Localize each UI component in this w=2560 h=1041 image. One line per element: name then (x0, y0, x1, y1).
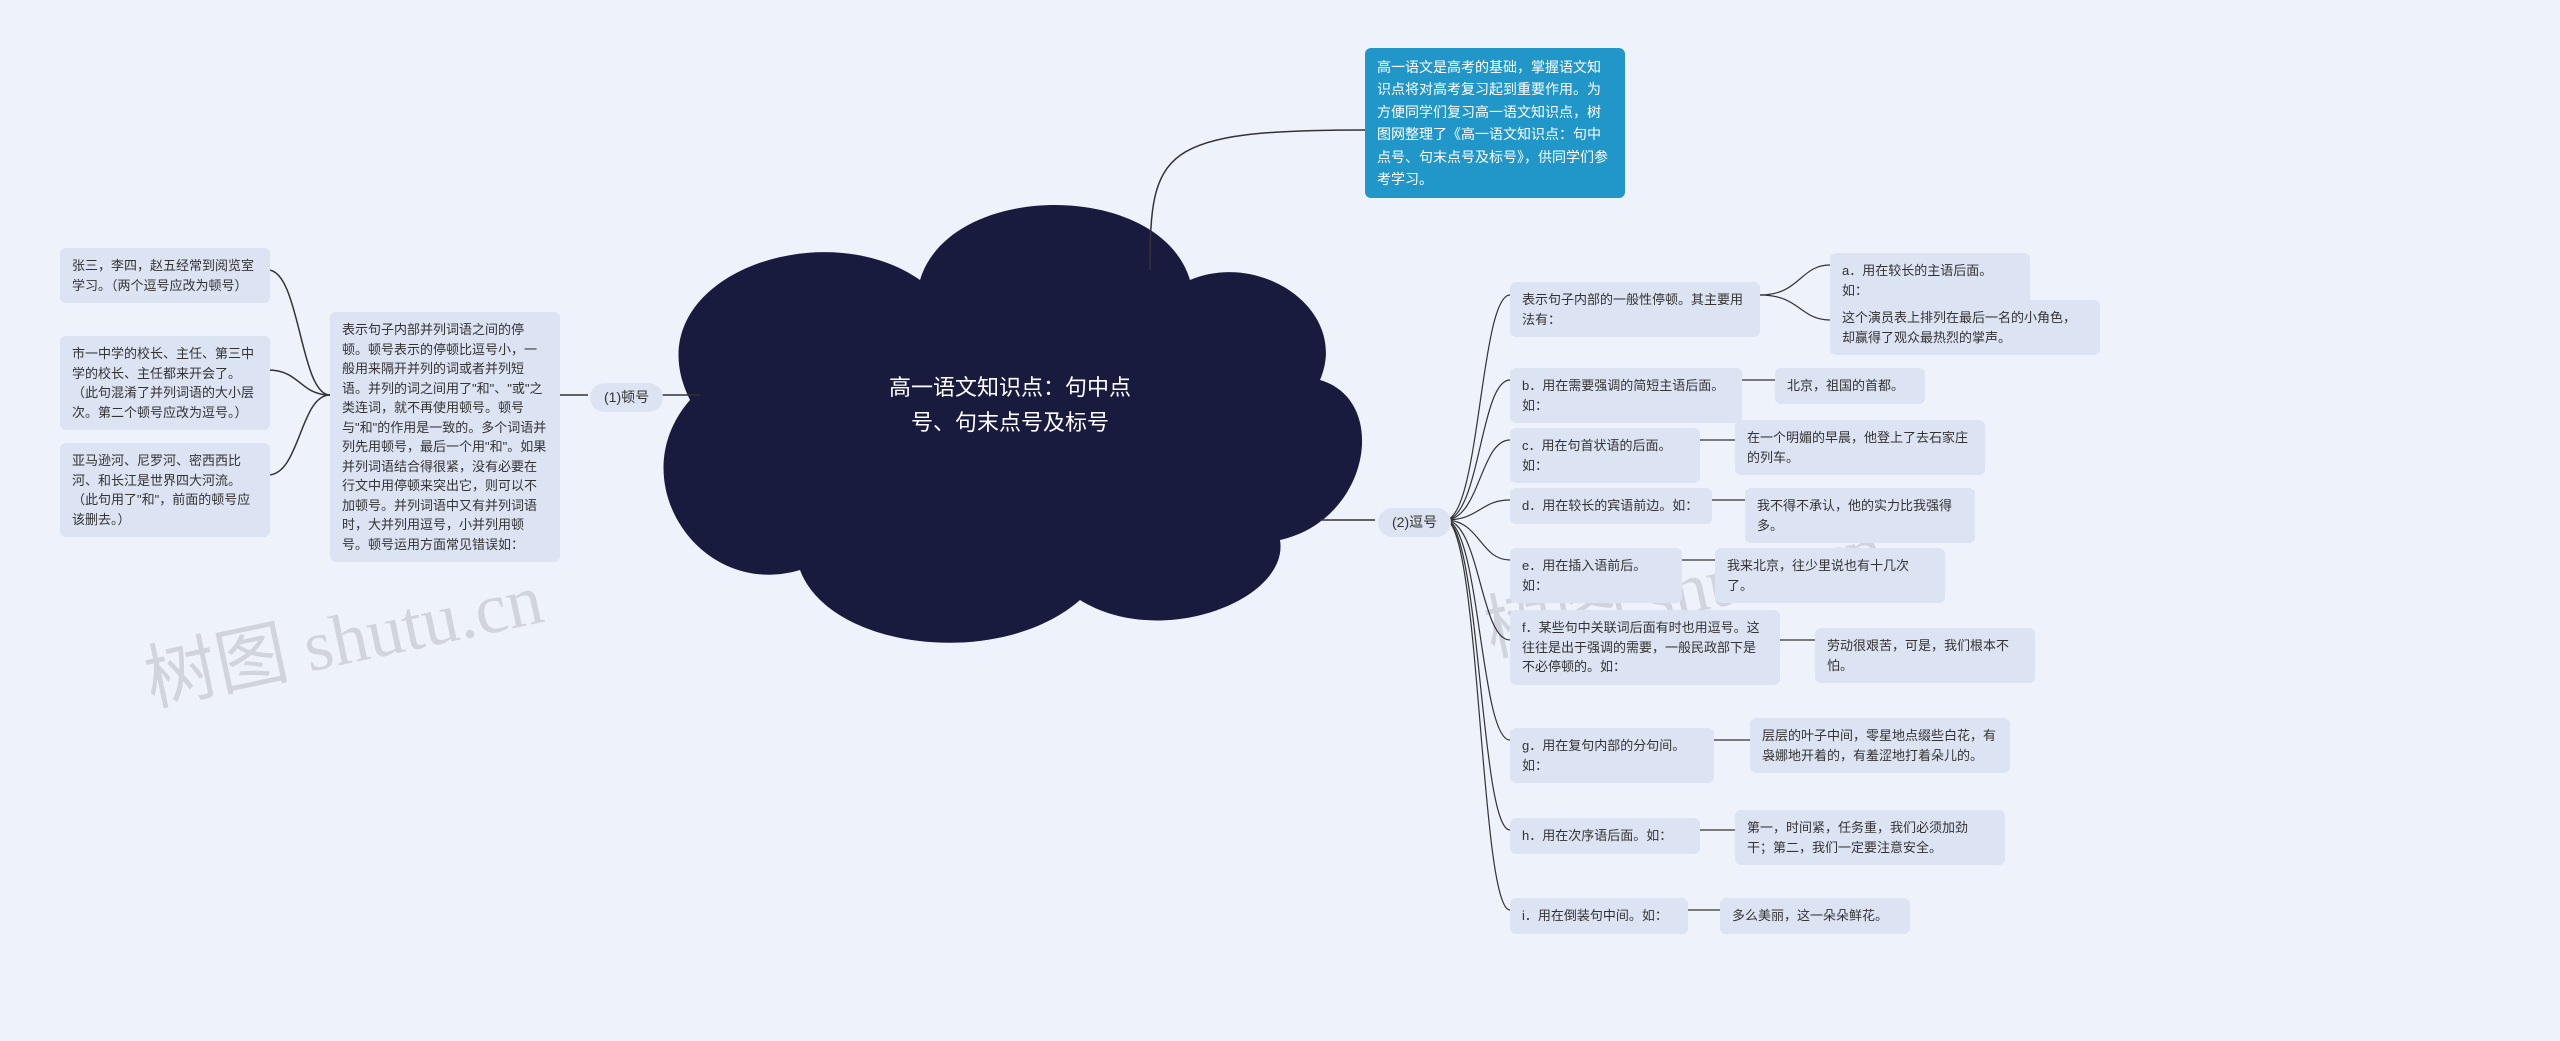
douhao-item-d-example: 我不得不承认，他的实力比我强得多。 (1745, 488, 1975, 543)
douhao-item-e-example: 我来北京，往少里说也有十几次了。 (1715, 548, 1945, 603)
douhao-item-i-example: 多么美丽，这一朵朵鲜花。 (1720, 898, 1910, 934)
douhao-item-d-label: d．用在较长的宾语前边。如： (1510, 488, 1712, 524)
douhao-item-c-label: c．用在句首状语的后面。如： (1510, 428, 1700, 483)
douhao-item-g-example: 层层的叶子中间，零星地点缀些白花，有袅娜地开着的，有羞涩地打着朵儿的。 (1750, 718, 2010, 773)
intro-box: 高一语文是高考的基础，掌握语文知识点将对高考复习起到重要作用。为方便同学们复习高… (1365, 48, 1625, 198)
douhao-item-e-label: e．用在插入语前后。如： (1510, 548, 1682, 603)
douhao-item-h-label: h．用在次序语后面。如： (1510, 818, 1700, 854)
dunhao-desc: 表示句子内部并列词语之间的停顿。顿号表示的停顿比逗号小，一般用来隔开并列的词或者… (330, 312, 560, 562)
douhao-item-h-example: 第一，时间紧，任务重，我们必须加劲干；第二，我们一定要注意安全。 (1735, 810, 2005, 865)
watermark: 树图 shutu.cn (133, 539, 550, 726)
center-title-line2: 号、句末点号及标号 (911, 410, 1109, 435)
center-title: 高一语文知识点：句中点 号、句末点号及标号 (860, 370, 1160, 440)
douhao-item-a-example: 这个演员表上排列在最后一名的小角色，却赢得了观众最热烈的掌声。 (1830, 300, 2100, 355)
dunhao-example-1: 张三，李四，赵五经常到阅览室学习。（两个逗号应改为顿号） (60, 248, 270, 303)
douhao-item-b-label: b．用在需要强调的简短主语后面。如： (1510, 368, 1742, 423)
douhao-item-f-label: f．某些句中关联词后面有时也用逗号。这往往是出于强调的需要，一般民政部下是不必停… (1510, 610, 1780, 685)
dunhao-example-3: 亚马逊河、尼罗河、密西西比河、和长江是世界四大河流。（此句用了"和"，前面的顿号… (60, 443, 270, 537)
branch-douhao[interactable]: (2)逗号 (1378, 508, 1451, 537)
douhao-item-c-example: 在一个明媚的早晨，他登上了去石家庄的列车。 (1735, 420, 1985, 475)
douhao-item-i-label: i．用在倒装句中间。如： (1510, 898, 1688, 934)
center-title-line1: 高一语文知识点：句中点 (889, 375, 1131, 400)
douhao-item-b-example: 北京，祖国的首都。 (1775, 368, 1925, 404)
douhao-item-f-example: 劳动很艰苦，可是，我们根本不怕。 (1815, 628, 2035, 683)
douhao-item-g-label: g．用在复句内部的分句间。如： (1510, 728, 1714, 783)
dunhao-example-2: 市一中学的校长、主任、第三中学的校长、主任都来开会了。（此句混淆了并列词语的大小… (60, 336, 270, 430)
branch-dunhao[interactable]: (1)顿号 (590, 383, 663, 412)
douhao-heading: 表示句子内部的一般性停顿。其主要用法有： (1510, 282, 1760, 337)
